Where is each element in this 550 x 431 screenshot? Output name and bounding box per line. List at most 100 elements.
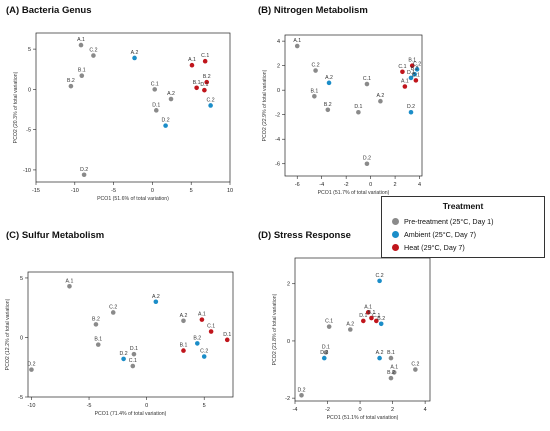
point-label: C.1 — [207, 324, 215, 330]
point-label: B.1 — [193, 80, 201, 86]
point-label: B.1 — [180, 343, 188, 349]
x-tick-label: 0 — [145, 403, 148, 409]
data-point — [67, 283, 72, 289]
y-tick-label: -5 — [26, 128, 31, 134]
data-point — [95, 342, 101, 347]
panel-bacteria-genus: (A) Bacteria Genus -15 -10 -5 0 5 10 -10 -5 0 5 PCO… — [6, 5, 233, 202]
legend-item-ambient: Ambient (25°C, Day 7) — [392, 229, 476, 240]
point-label: B.1 — [94, 337, 102, 343]
point-label: A.2 — [180, 313, 188, 319]
point-label: A.2 — [377, 93, 385, 99]
y-tick-label: 2 — [287, 282, 290, 288]
plot-frame — [284, 34, 423, 177]
legend-label-heat: Heat (29°C, Day 7) — [404, 243, 465, 252]
point-label: D.1 — [359, 313, 367, 319]
point-label: B.1 — [368, 310, 376, 316]
panel-sulfur-metabolism: (C) Sulfur Metabolism -10 -5 0 5 -5 0 5 PCO1 (71… — [5, 230, 234, 417]
data-point — [408, 109, 414, 115]
data-point — [409, 63, 415, 68]
x-tick-label: 2 — [391, 407, 394, 413]
x-tick-label: -4 — [319, 182, 324, 188]
data-point — [208, 103, 213, 108]
point-label: C.2 — [207, 97, 215, 103]
legend-swatch-pretreatment — [392, 218, 399, 225]
data-point — [68, 83, 74, 89]
data-point — [168, 96, 174, 102]
point-label: D.2 — [120, 351, 128, 357]
data-point — [326, 324, 332, 329]
data-point — [408, 75, 414, 81]
x-tick-label: 5 — [190, 188, 193, 194]
data-point — [388, 375, 394, 381]
data-point — [388, 355, 394, 361]
y-tick-label: -6 — [275, 162, 280, 168]
data-point — [163, 123, 168, 128]
panel-title: (C) Sulfur Metabolism — [6, 230, 104, 241]
x-tick-label: -15 — [32, 188, 40, 194]
point-label: B.2 — [411, 66, 419, 72]
legend-item-pretreatment: Pre-treatment (25°C, Day 1) — [392, 216, 494, 227]
data-point — [413, 78, 419, 83]
x-tick-label: 2 — [394, 182, 397, 188]
data-point — [326, 80, 332, 86]
y-axis-title: PCO2 (20.3% of total variation) — [13, 71, 19, 143]
data-point — [202, 87, 207, 93]
x-axis-title: PCO1 (51.1% of total variation) — [327, 415, 399, 421]
data-point — [79, 73, 85, 78]
data-point — [208, 329, 214, 334]
point-label: B.2 — [193, 335, 201, 341]
data-point — [414, 67, 420, 72]
y-tick-label: 5 — [28, 47, 31, 53]
point-label: A.2 — [131, 50, 139, 56]
point-label: A.1 — [390, 364, 398, 370]
x-tick-label: 0 — [151, 188, 154, 194]
data-point — [199, 317, 205, 322]
point-label: B.1 — [310, 88, 318, 94]
plot-frame — [35, 32, 231, 183]
data-point — [132, 55, 137, 61]
y-tick-label: 0 — [287, 339, 290, 345]
data-point — [323, 350, 329, 355]
data-point — [81, 172, 87, 178]
point-label: C.2 — [411, 362, 419, 368]
panel-title: (A) Bacteria Genus — [6, 5, 92, 16]
treatment-legend: Treatment Pre-treatment (25°C, Day 1) Am… — [381, 196, 545, 258]
y-tick-label: 2 — [277, 64, 280, 70]
x-tick-label: -10 — [27, 403, 35, 409]
point-label: D.1 — [354, 104, 362, 110]
x-axis-title: PCO1 (51.6% of total variation) — [97, 196, 169, 202]
x-axis-title: PCO1 (71.4% of total variation) — [95, 411, 167, 417]
data-point — [181, 318, 186, 324]
x-tick-label: -6 — [295, 182, 300, 188]
point-label: C.1 — [201, 53, 209, 59]
point-label: D.1 — [200, 82, 208, 88]
point-label: A.1 — [77, 37, 85, 43]
point-label: A.2 — [376, 350, 384, 356]
point-label: C.2 — [109, 304, 117, 310]
point-label: A.2 — [325, 75, 333, 81]
y-tick-label: -2 — [285, 396, 290, 402]
data-point — [224, 337, 230, 343]
point-label: D.2 — [162, 118, 170, 124]
panel-nitrogen-metabolism: (B) Nitrogen Metabolism -6 -4 -2 0 2 4 -6 -4 -2 0 2… — [258, 5, 423, 196]
data-point — [204, 79, 210, 85]
data-point — [131, 351, 137, 357]
x-tick-label: 5 — [203, 403, 206, 409]
point-label: A.1 — [66, 278, 74, 284]
data-point — [91, 53, 96, 58]
point-label: A.1 — [188, 57, 196, 63]
data-point — [181, 348, 186, 353]
data-point — [348, 327, 353, 332]
point-label: A.2 — [167, 91, 175, 97]
x-tick-label: -5 — [111, 188, 116, 194]
point-label: B.1 — [78, 68, 86, 74]
x-tick-label: 0 — [369, 182, 372, 188]
x-tick-label: -4 — [293, 407, 298, 413]
data-point — [130, 363, 136, 369]
data-point — [201, 354, 207, 359]
y-axis-title: PCO2 (22.9% of total variation) — [262, 69, 268, 141]
data-point — [93, 322, 99, 327]
point-label: A.2 — [346, 322, 354, 328]
